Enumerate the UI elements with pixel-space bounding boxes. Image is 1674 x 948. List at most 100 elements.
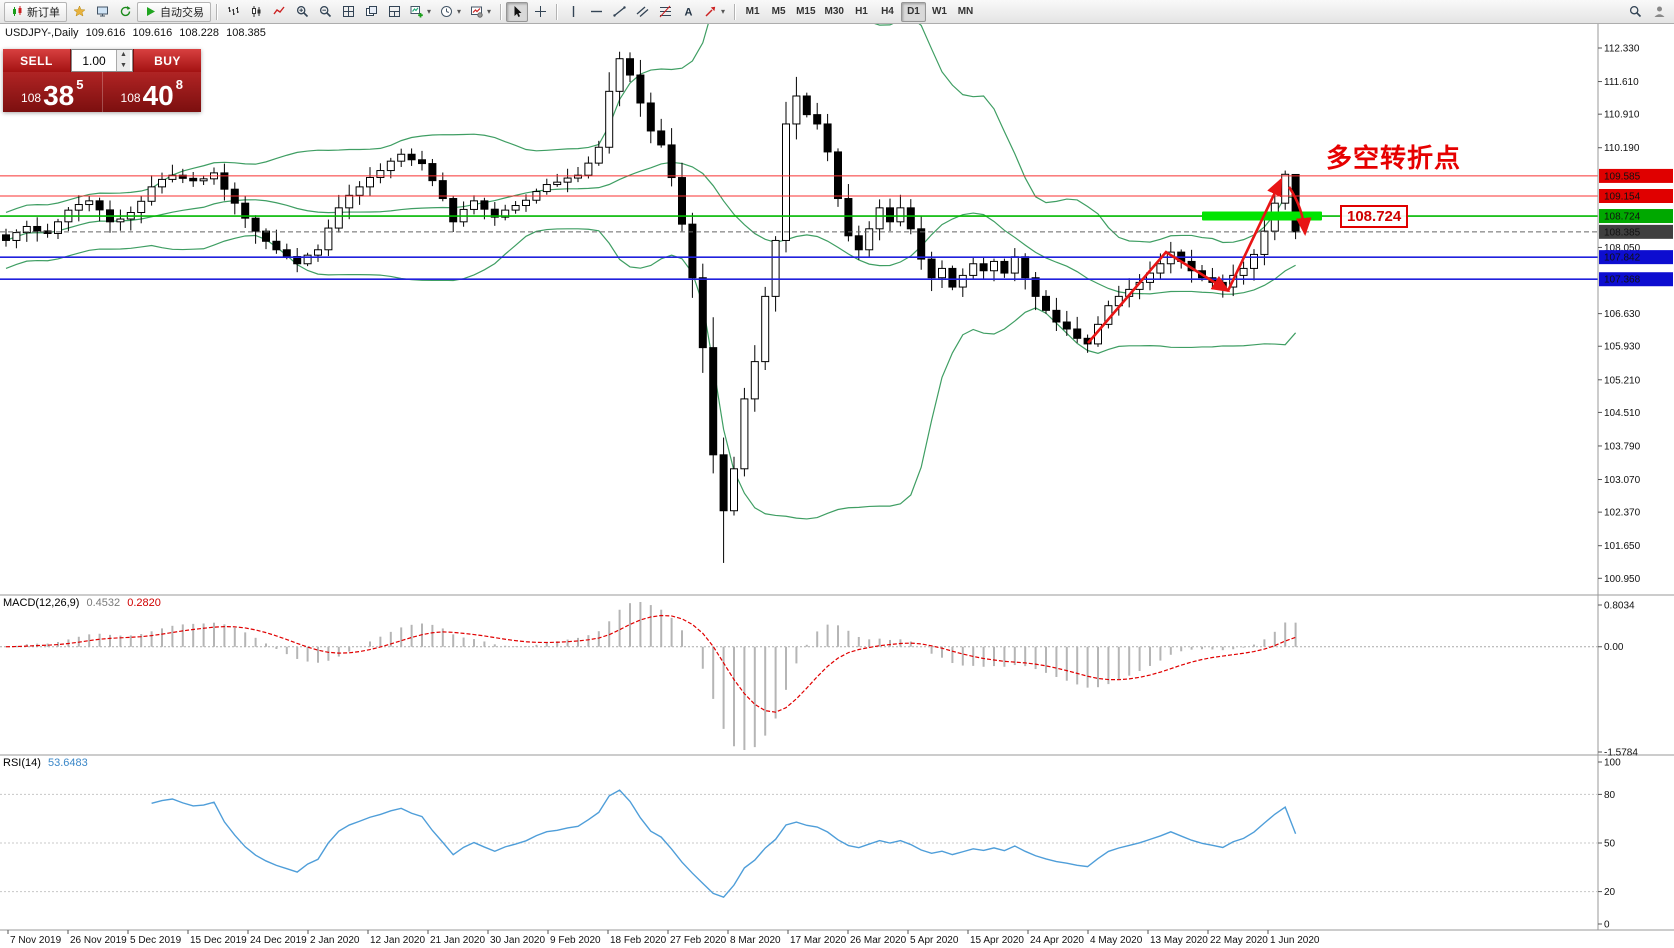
lot-size-input[interactable] bbox=[72, 50, 116, 71]
price-tag bbox=[1599, 224, 1673, 239]
tf-m1[interactable]: M1 bbox=[740, 2, 765, 22]
fibonacci[interactable] bbox=[654, 2, 676, 22]
rsi-indicator-label: RSI(14) 53.6483 bbox=[3, 757, 88, 769]
sell-button[interactable]: SELL bbox=[3, 49, 70, 72]
ohlc-low: 108.228 bbox=[179, 27, 220, 39]
tf-d1-label: D1 bbox=[907, 6, 920, 17]
periods-caret[interactable]: ▾ bbox=[457, 7, 462, 16]
bid-pip-digit: 5 bbox=[76, 77, 84, 92]
line-chart-mode[interactable] bbox=[268, 2, 290, 22]
svg-text:112.330: 112.330 bbox=[1604, 44, 1640, 55]
new-order-label: 新订单 bbox=[27, 6, 60, 19]
annotation-arrows[interactable] bbox=[1087, 177, 1312, 344]
horizontal-line[interactable] bbox=[585, 2, 607, 22]
tf-h1-label: H1 bbox=[855, 6, 868, 17]
green-zone[interactable] bbox=[1202, 211, 1322, 221]
toolbar-separator bbox=[500, 3, 502, 20]
new-order[interactable]: 新订单 bbox=[4, 1, 67, 22]
svg-text:2 Jan 2020: 2 Jan 2020 bbox=[310, 935, 360, 946]
zoom-in-icon bbox=[296, 5, 309, 18]
market-watch[interactable] bbox=[91, 2, 113, 22]
text-tool-icon: A bbox=[682, 5, 695, 19]
level-lines[interactable] bbox=[0, 175, 1598, 281]
svg-text:17 Mar 2020: 17 Mar 2020 bbox=[790, 935, 847, 946]
new-chart-caret[interactable]: ▾ bbox=[427, 7, 432, 16]
favorites[interactable] bbox=[68, 2, 90, 22]
rsi-axis[interactable]: 100 80 50 20 0 bbox=[1598, 758, 1621, 931]
tf-mn[interactable]: MN bbox=[953, 2, 978, 22]
svg-text:101.650: 101.650 bbox=[1604, 541, 1641, 552]
equidistant-channel[interactable] bbox=[631, 2, 653, 22]
svg-text:24 Dec 2019: 24 Dec 2019 bbox=[250, 935, 307, 946]
lot-decrease-button[interactable]: ▼ bbox=[117, 60, 130, 71]
svg-text:105.210: 105.210 bbox=[1604, 375, 1641, 386]
price-tag bbox=[1599, 168, 1673, 183]
periods[interactable]: ▾ bbox=[436, 2, 465, 22]
tf-w1[interactable]: W1 bbox=[927, 2, 952, 22]
templates[interactable]: ▾ bbox=[466, 2, 495, 22]
bid-price[interactable]: 108 38 5 bbox=[3, 72, 102, 112]
svg-text:110.910: 110.910 bbox=[1604, 110, 1640, 121]
cascade-windows[interactable] bbox=[360, 2, 382, 22]
macd-panel[interactable] bbox=[0, 602, 1598, 750]
tile-windows[interactable] bbox=[337, 2, 359, 22]
rsi-name: RSI(14) bbox=[3, 757, 41, 769]
price-axis[interactable]: 112.330 111.610 110.910 110.190 108.050 106.6… bbox=[1598, 44, 1641, 585]
lot-size-field: ▲ ▼ bbox=[71, 49, 133, 72]
arrows-tool[interactable]: ▾ bbox=[700, 2, 729, 22]
macd-name: MACD(12,26,9) bbox=[3, 597, 80, 609]
tile-horizontally[interactable] bbox=[383, 2, 405, 22]
ohlc-close: 108.385 bbox=[226, 27, 266, 39]
tf-m5-label: M5 bbox=[771, 6, 786, 17]
ask-pip-digit: 8 bbox=[175, 77, 183, 92]
tf-mn-label: MN bbox=[957, 6, 974, 17]
bid-prefix: 108 bbox=[21, 91, 42, 105]
templates-caret[interactable]: ▾ bbox=[487, 7, 492, 16]
trendline[interactable] bbox=[608, 2, 630, 22]
svg-text:1 Jun 2020: 1 Jun 2020 bbox=[1270, 935, 1320, 946]
candle-chart-mode[interactable] bbox=[245, 2, 267, 22]
ask-big-digits: 40 bbox=[142, 80, 174, 111]
tf-h1[interactable]: H1 bbox=[849, 2, 874, 22]
toolbar-separator bbox=[556, 3, 558, 20]
auto-trading[interactable]: 自动交易 bbox=[137, 1, 211, 22]
tf-m30[interactable]: M30 bbox=[821, 2, 848, 22]
svg-text:0: 0 bbox=[1604, 920, 1610, 931]
tf-h4[interactable]: H4 bbox=[875, 2, 900, 22]
buy-button[interactable]: BUY bbox=[134, 49, 201, 72]
zoom-in[interactable] bbox=[291, 2, 313, 22]
zoom-out[interactable] bbox=[314, 2, 336, 22]
time-axis[interactable]: 7 Nov 2019 26 Nov 2019 5 Dec 2019 15 Dec 20… bbox=[7, 930, 1320, 946]
community[interactable] bbox=[1648, 2, 1670, 22]
ask-price[interactable]: 108 40 8 bbox=[101, 72, 202, 112]
arrows-tool-caret[interactable]: ▾ bbox=[721, 7, 726, 16]
new-chart[interactable]: ▾ bbox=[406, 2, 435, 22]
community-icon bbox=[1653, 5, 1666, 18]
bollinger-bands-layer bbox=[5, 24, 1297, 520]
price-tag bbox=[1599, 189, 1673, 204]
new-order-icon bbox=[11, 5, 24, 18]
lot-increase-button[interactable]: ▲ bbox=[117, 50, 130, 61]
tf-d1[interactable]: D1 bbox=[900, 1, 926, 22]
refresh-icon bbox=[119, 5, 132, 18]
text-tool[interactable]: A bbox=[677, 2, 699, 22]
bar-chart-mode[interactable] bbox=[222, 2, 244, 22]
vertical-line[interactable] bbox=[562, 2, 584, 22]
refresh[interactable] bbox=[114, 2, 136, 22]
svg-text:106.630: 106.630 bbox=[1604, 309, 1641, 320]
macd-indicator-label: MACD(12,26,9) 0.4532 0.2820 bbox=[3, 597, 161, 609]
rsi-panel[interactable] bbox=[0, 789, 1598, 899]
svg-text:107.368: 107.368 bbox=[1604, 275, 1641, 286]
zone-price-label[interactable]: 108.724 bbox=[1340, 205, 1409, 228]
macd-axis[interactable]: 0.8034 0.00 -1.5784 bbox=[1598, 601, 1638, 759]
svg-text:15 Dec 2019: 15 Dec 2019 bbox=[190, 935, 247, 946]
tf-m15[interactable]: M15 bbox=[792, 2, 819, 22]
quick-search[interactable] bbox=[1624, 2, 1646, 22]
tf-h4-label: H4 bbox=[881, 6, 894, 17]
crosshair[interactable] bbox=[529, 2, 551, 22]
tf-m5[interactable]: M5 bbox=[766, 2, 791, 22]
cursor[interactable] bbox=[506, 1, 529, 22]
turning-point-annotation[interactable]: 多空转折点 bbox=[1326, 143, 1462, 173]
